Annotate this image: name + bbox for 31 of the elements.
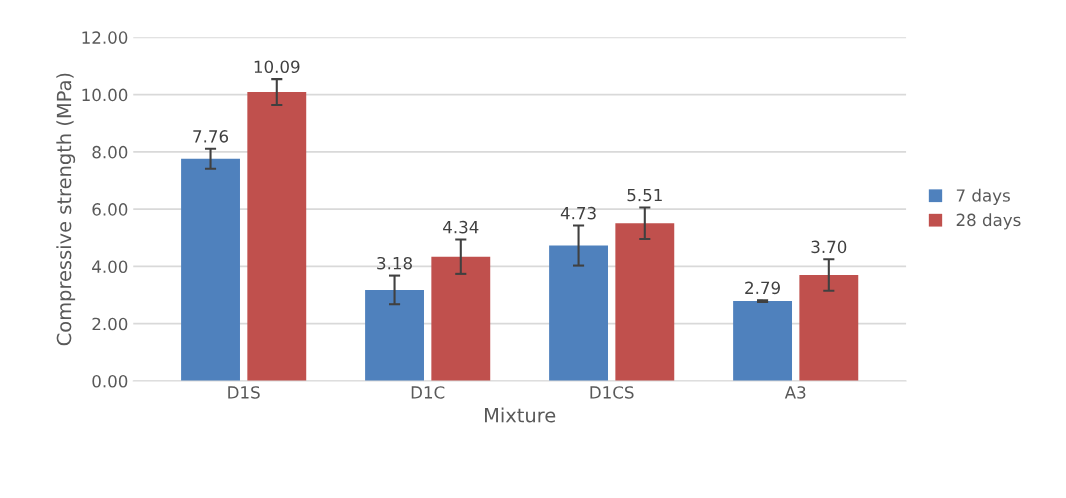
data-label: 4.73 bbox=[560, 206, 596, 220]
y-axis-title: Compressive strength (MPa) bbox=[56, 73, 76, 346]
x-tick-label: D1CS bbox=[590, 386, 634, 399]
y-tick-label: 4.00 bbox=[92, 260, 128, 273]
data-label: 5.51 bbox=[627, 188, 662, 202]
bar bbox=[181, 158, 240, 381]
data-label: 3.18 bbox=[377, 256, 412, 270]
bar bbox=[549, 245, 608, 381]
x-tick-label: A3 bbox=[784, 386, 806, 399]
bar bbox=[247, 92, 307, 381]
data-label: 3.70 bbox=[811, 240, 847, 254]
bar bbox=[733, 301, 793, 381]
y-tick-label: 10.00 bbox=[82, 88, 128, 102]
data-label: 10.09 bbox=[254, 60, 300, 74]
legend-label: 28 days bbox=[956, 213, 1021, 230]
x-axis-title: Mixture bbox=[485, 407, 556, 423]
y-tick-label: 2.00 bbox=[92, 317, 128, 331]
legend-label: 7 days bbox=[956, 188, 1010, 205]
bar bbox=[431, 256, 491, 381]
y-tick-label: 12.00 bbox=[82, 31, 128, 44]
y-tick-label: 0.00 bbox=[92, 374, 128, 388]
y-tick-label: 8.00 bbox=[92, 145, 128, 159]
bar bbox=[615, 223, 675, 381]
data-label: 7.76 bbox=[193, 130, 229, 143]
x-tick-label: D1S bbox=[228, 386, 260, 399]
data-label: 4.34 bbox=[443, 220, 479, 234]
data-label: 2.79 bbox=[745, 281, 780, 295]
bar bbox=[799, 275, 859, 381]
bar bbox=[365, 289, 424, 381]
x-tick-label: D1C bbox=[411, 386, 445, 399]
y-tick-label: 6.00 bbox=[92, 203, 128, 216]
